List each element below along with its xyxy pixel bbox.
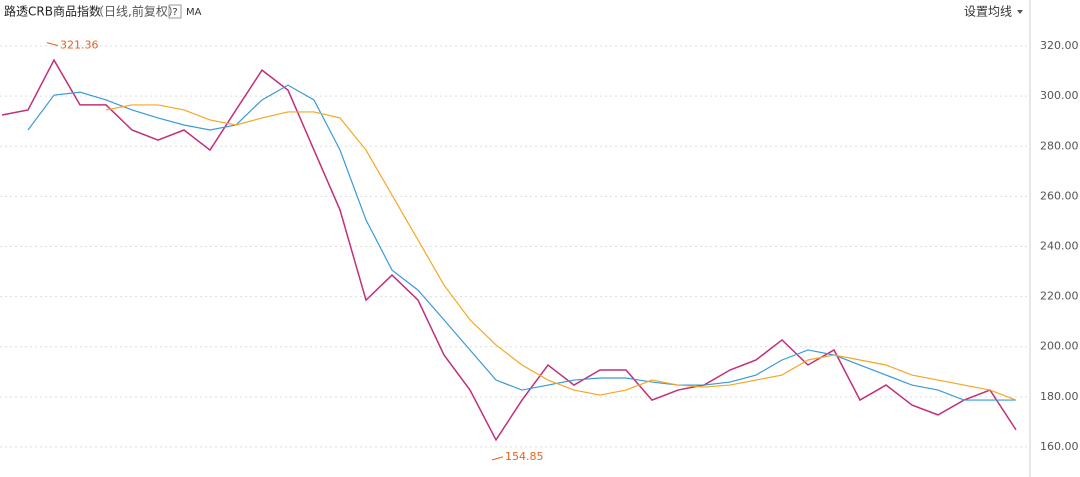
y-tick-label: 320.00 xyxy=(1040,39,1079,52)
help-button[interactable]: ? xyxy=(172,7,177,18)
low-marker xyxy=(491,456,504,461)
series-line xyxy=(27,84,1016,401)
dropdown-arrow[interactable] xyxy=(1017,10,1023,14)
indicator-label[interactable]: MA xyxy=(186,7,202,18)
y-tick-label: 240.00 xyxy=(1040,239,1079,252)
high-marker xyxy=(46,42,59,47)
y-tick-label: 300.00 xyxy=(1040,89,1079,102)
series-line xyxy=(1,58,1017,442)
chart-subtitle: （日线,前复权） xyxy=(92,4,180,19)
help-box[interactable] xyxy=(168,4,182,19)
series-line xyxy=(105,104,1017,401)
low-label: 154.85 xyxy=(505,450,544,463)
chart-title: 路透CRB商品指数 xyxy=(4,4,101,19)
y-tick-label: 280.00 xyxy=(1040,139,1079,152)
y-tick-label: 260.00 xyxy=(1040,189,1079,202)
high-label: 321.36 xyxy=(60,39,99,52)
settings-button[interactable]: 设置均线 xyxy=(964,5,1012,19)
y-tick-label: 200.00 xyxy=(1040,340,1079,353)
y-tick-label: 180.00 xyxy=(1040,390,1079,403)
y-tick-label: 160.00 xyxy=(1040,440,1079,453)
y-tick-label: 220.00 xyxy=(1040,290,1079,303)
